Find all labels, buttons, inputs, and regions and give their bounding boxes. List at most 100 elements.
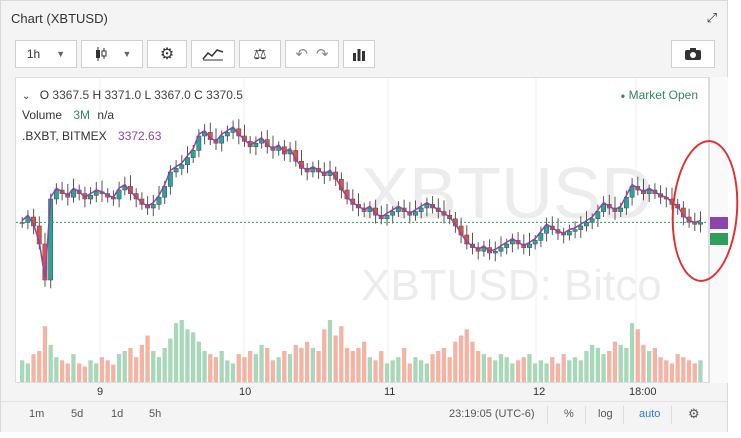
candle bbox=[390, 211, 396, 216]
volume-bar bbox=[544, 363, 549, 382]
range-1d-button[interactable]: 1d bbox=[111, 408, 124, 420]
candle bbox=[578, 225, 584, 230]
volume-bar bbox=[259, 344, 264, 382]
status-dot-icon: ● bbox=[620, 91, 626, 101]
volume-bar bbox=[441, 347, 447, 382]
index-line bbox=[21, 126, 701, 279]
redo-icon[interactable]: ↷ bbox=[316, 46, 329, 63]
collapse-icon[interactable]: ⌄ bbox=[22, 91, 31, 102]
volume-bar bbox=[236, 354, 241, 382]
candle bbox=[190, 150, 196, 158]
snapshot-button[interactable] bbox=[671, 40, 715, 68]
range-5h-button[interactable]: 5h bbox=[149, 408, 162, 420]
volume-bar bbox=[453, 341, 458, 382]
volume-bar bbox=[419, 360, 424, 382]
candle bbox=[618, 207, 624, 212]
candle bbox=[601, 204, 606, 212]
volume-bar bbox=[191, 332, 196, 382]
volume-bar bbox=[59, 360, 65, 382]
volume-bar bbox=[293, 344, 298, 382]
volume-bar bbox=[208, 354, 213, 382]
volume-bar bbox=[664, 360, 669, 382]
candle bbox=[498, 247, 504, 252]
volume-bar bbox=[344, 347, 350, 382]
volume-bar bbox=[401, 347, 407, 382]
volume-bar bbox=[629, 323, 635, 382]
candle bbox=[538, 232, 544, 241]
volume-bar bbox=[31, 354, 36, 382]
auto-toggle[interactable]: auto bbox=[639, 408, 661, 420]
volume-bar bbox=[362, 341, 367, 382]
volume-bar bbox=[82, 366, 87, 382]
volume-bar bbox=[413, 357, 418, 382]
volume-bar bbox=[515, 360, 521, 382]
volume-bar bbox=[424, 363, 429, 382]
candle bbox=[53, 189, 59, 200]
clock: 23:19:05 (UTC-6) bbox=[449, 408, 535, 420]
volume-bar bbox=[20, 360, 25, 382]
range-1m-button[interactable]: 1m bbox=[29, 408, 45, 420]
interval-dropdown[interactable]: 1h ▼ bbox=[15, 40, 77, 68]
candle bbox=[162, 186, 168, 198]
volume-bar bbox=[407, 363, 412, 382]
bars-button[interactable] bbox=[343, 40, 375, 68]
volume-bar bbox=[498, 354, 504, 382]
volume-bar bbox=[396, 357, 401, 382]
volume-bar bbox=[316, 351, 321, 382]
volume-bar bbox=[578, 360, 583, 382]
volume-bar bbox=[48, 344, 53, 382]
index-legend: .BXBT, BITMEX 3372.63 bbox=[22, 129, 161, 143]
volume-bar bbox=[282, 351, 287, 382]
price-axis[interactable] bbox=[709, 77, 728, 383]
candle bbox=[646, 189, 652, 194]
volume-label: Volume bbox=[22, 108, 63, 122]
candle bbox=[395, 207, 401, 212]
volume-bar bbox=[379, 351, 384, 382]
percent-toggle[interactable]: % bbox=[564, 408, 574, 420]
volume-bar bbox=[510, 363, 515, 382]
volume-bar bbox=[71, 354, 76, 382]
volume-bar bbox=[595, 347, 600, 382]
candle bbox=[589, 218, 595, 223]
volume-bar bbox=[356, 347, 361, 382]
bar-chart-icon bbox=[353, 49, 365, 61]
candle bbox=[310, 168, 316, 173]
candle bbox=[173, 168, 179, 173]
volume-bar bbox=[572, 357, 578, 382]
chart-area[interactable]: XBTUSD XBTUSD: Bitco ⌄ O 3367.5 H 3371.0 … bbox=[15, 77, 709, 383]
volume-bar bbox=[202, 351, 207, 382]
candle bbox=[71, 189, 76, 198]
volume-period: 3M bbox=[73, 108, 91, 122]
chart-type-dropdown[interactable]: ▼ bbox=[81, 40, 143, 68]
settings-button[interactable]: ⚙ bbox=[147, 40, 187, 68]
volume-bar bbox=[692, 363, 697, 382]
volume-bar bbox=[447, 357, 452, 382]
undo-icon[interactable]: ↶ bbox=[295, 46, 308, 63]
volume-bar bbox=[196, 341, 201, 382]
volume-bar bbox=[248, 351, 253, 382]
volume-bar bbox=[658, 357, 663, 382]
window-title: Chart (XBTUSD) bbox=[11, 11, 108, 26]
volume-bar bbox=[550, 357, 555, 382]
title-bar: Chart (XBTUSD) ⤢ bbox=[1, 1, 727, 36]
volume-bar bbox=[242, 357, 247, 382]
compare-button[interactable]: ⚖ bbox=[239, 40, 281, 68]
volume-bar bbox=[122, 351, 127, 382]
gear-icon[interactable]: ⚙ bbox=[688, 406, 700, 421]
volume-bar bbox=[37, 351, 42, 382]
range-5d-button[interactable]: 5d bbox=[71, 408, 84, 420]
interval-value: 1h bbox=[26, 47, 41, 61]
volume-bar bbox=[607, 351, 612, 382]
divider bbox=[623, 406, 624, 424]
candle bbox=[413, 211, 418, 216]
candle bbox=[418, 207, 424, 212]
low-value: 3367.0 bbox=[154, 88, 191, 102]
chart-panel: Chart (XBTUSD) ⤢ 1h ▼ ▼ ⚙ ⚖ ↶ ↷ bbox=[0, 0, 728, 432]
log-toggle[interactable]: log bbox=[598, 408, 613, 420]
indicators-button[interactable] bbox=[191, 40, 235, 68]
volume-bar bbox=[669, 363, 675, 382]
time-label: 11 bbox=[384, 386, 396, 398]
expand-icon[interactable]: ⤢ bbox=[706, 10, 717, 25]
volume-bar bbox=[299, 347, 304, 382]
